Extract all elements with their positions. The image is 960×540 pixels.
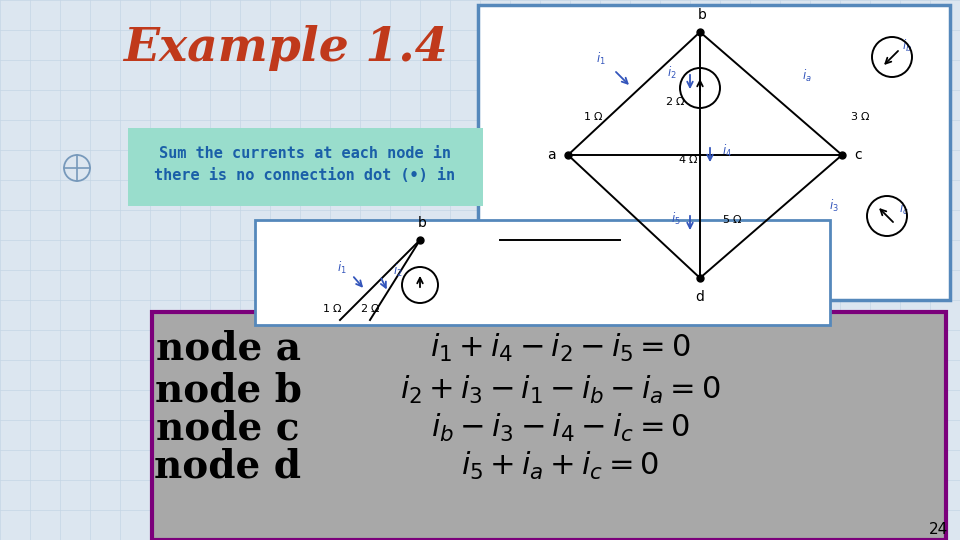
Text: 4 $\Omega$: 4 $\Omega$ xyxy=(678,153,698,165)
Text: b: b xyxy=(698,8,707,22)
FancyBboxPatch shape xyxy=(255,220,830,325)
Text: b: b xyxy=(418,216,426,230)
Text: d: d xyxy=(696,290,705,304)
Text: 5 $\Omega$: 5 $\Omega$ xyxy=(722,213,743,225)
Text: $i_b$: $i_b$ xyxy=(902,38,912,54)
FancyBboxPatch shape xyxy=(478,5,950,300)
Text: $i_1$: $i_1$ xyxy=(596,51,606,67)
Text: node b: node b xyxy=(155,371,301,409)
Text: 2 $\Omega$: 2 $\Omega$ xyxy=(360,302,380,314)
FancyBboxPatch shape xyxy=(128,128,483,206)
Text: a: a xyxy=(547,148,556,162)
Text: node c: node c xyxy=(156,409,300,447)
Text: $i_2 + i_3 - i_1 - i_b - i_a = 0$: $i_2 + i_3 - i_1 - i_b - i_a = 0$ xyxy=(399,374,720,406)
Text: Sum the currents at each node in: Sum the currents at each node in xyxy=(159,145,451,160)
FancyBboxPatch shape xyxy=(152,312,946,540)
Text: 2 $\Omega$: 2 $\Omega$ xyxy=(664,95,685,107)
Text: $i_4$: $i_4$ xyxy=(722,143,732,159)
Text: 24: 24 xyxy=(928,523,948,537)
Text: 3 $\Omega$: 3 $\Omega$ xyxy=(850,110,871,122)
Text: $i_a$: $i_a$ xyxy=(803,68,812,84)
Text: $i_5$: $i_5$ xyxy=(671,211,681,227)
Text: $i_1$: $i_1$ xyxy=(337,260,347,276)
Text: there is no connection dot (•) in: there is no connection dot (•) in xyxy=(155,167,456,183)
Text: 1 $\Omega$: 1 $\Omega$ xyxy=(583,110,603,122)
Text: $i_1 + i_4 - i_2 - i_5 = 0$: $i_1 + i_4 - i_2 - i_5 = 0$ xyxy=(430,332,690,364)
Text: $i_5 + i_a + i_c = 0$: $i_5 + i_a + i_c = 0$ xyxy=(461,450,659,482)
Text: $i_c$: $i_c$ xyxy=(900,201,909,217)
Text: $i_3$: $i_3$ xyxy=(829,198,839,214)
Text: Example 1.4: Example 1.4 xyxy=(123,25,447,71)
Text: $i_2$: $i_2$ xyxy=(667,65,677,81)
Text: c: c xyxy=(854,148,862,162)
Text: $i_2$: $i_2$ xyxy=(394,263,403,279)
Text: node d: node d xyxy=(155,447,301,485)
Text: 1 $\Omega$: 1 $\Omega$ xyxy=(322,302,343,314)
Text: node a: node a xyxy=(156,329,300,367)
Text: $i_b - i_3 - i_4 - i_c = 0$: $i_b - i_3 - i_4 - i_c = 0$ xyxy=(430,412,689,444)
